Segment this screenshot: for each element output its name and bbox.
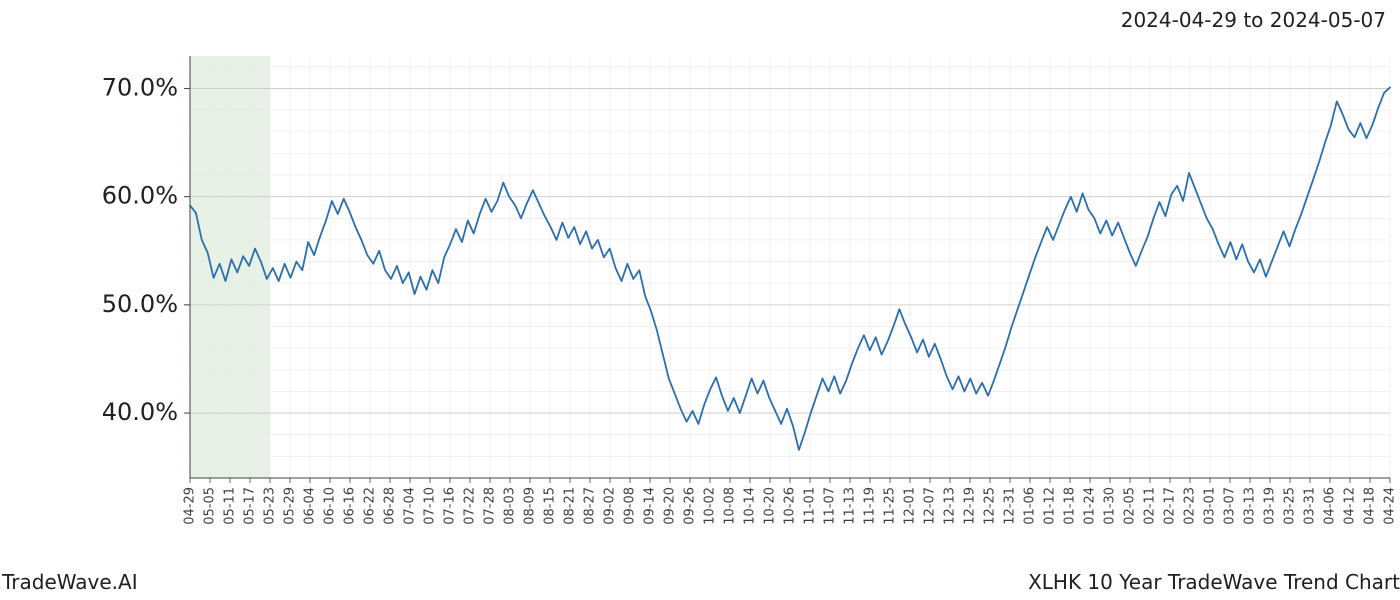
x-tick-label: 04-06 <box>1323 487 1338 525</box>
y-tick-label: 50.0% <box>102 290 178 318</box>
x-tick-label: 12-19 <box>963 487 978 525</box>
chart-container: 2024-04-29 to 2024-05-07 40.0% 50.0% 60.0%… <box>0 0 1400 600</box>
x-tick-label: 10-02 <box>703 487 718 525</box>
x-tick-label: 03-13 <box>1243 487 1258 525</box>
x-tick-label: 09-14 <box>643 487 658 525</box>
x-tick-label: 10-08 <box>723 487 738 525</box>
x-tick-label: 06-04 <box>303 487 318 525</box>
x-tick-label: 12-01 <box>903 487 918 525</box>
x-tick-label: 08-15 <box>543 487 558 525</box>
x-tick-label: 11-25 <box>883 487 898 525</box>
x-tick-label: 05-17 <box>243 487 258 525</box>
x-tick-label: 01-18 <box>1063 487 1078 525</box>
x-tick-label: 11-19 <box>863 487 878 525</box>
x-tick-label: 07-10 <box>423 487 438 525</box>
x-tick-label: 03-07 <box>1223 487 1238 525</box>
x-tick-label: 12-31 <box>1003 487 1018 525</box>
x-tick-label: 04-29 <box>183 487 198 525</box>
x-tick-label: 08-03 <box>503 487 518 525</box>
x-tick-label: 09-26 <box>683 487 698 525</box>
x-tick-label: 07-16 <box>443 487 458 525</box>
x-tick-label: 03-25 <box>1283 487 1298 525</box>
x-tick-label: 09-08 <box>623 487 638 525</box>
y-tick-label: 40.0% <box>102 398 178 426</box>
x-tick-label: 07-28 <box>483 487 498 525</box>
x-tick-label: 10-26 <box>783 487 798 525</box>
x-tick-label: 02-17 <box>1163 487 1178 525</box>
x-tick-label: 01-06 <box>1023 487 1038 525</box>
x-tick-label: 06-16 <box>343 487 358 525</box>
y-tick-label: 60.0% <box>102 182 178 210</box>
x-tick-label: 07-04 <box>403 487 418 525</box>
x-tick-label: 02-11 <box>1143 487 1158 525</box>
x-tick-label: 09-20 <box>663 487 678 525</box>
x-tick-label: 08-27 <box>583 487 598 525</box>
x-tick-label: 12-13 <box>943 487 958 525</box>
x-tick-label: 05-29 <box>283 487 298 525</box>
x-tick-label: 05-05 <box>203 487 218 525</box>
x-tick-label: 01-12 <box>1043 487 1058 525</box>
x-tick-label: 03-01 <box>1203 487 1218 525</box>
x-tick-label: 11-13 <box>843 487 858 525</box>
x-tick-label: 08-09 <box>523 487 538 525</box>
x-tick-label: 04-12 <box>1343 487 1358 525</box>
x-tick-label: 06-10 <box>323 487 338 525</box>
footer-brand: TradeWave.AI <box>2 570 138 594</box>
footer-title: XLHK 10 Year TradeWave Trend Chart <box>1028 570 1400 594</box>
x-tick-label: 08-21 <box>563 487 578 525</box>
x-tick-label: 01-30 <box>1103 487 1118 525</box>
x-tick-label: 12-25 <box>983 487 998 525</box>
x-tick-label: 03-19 <box>1263 487 1278 525</box>
x-tick-label: 02-05 <box>1123 487 1138 525</box>
x-tick-label: 06-22 <box>363 487 378 525</box>
x-tick-label: 10-14 <box>743 487 758 525</box>
line-chart-svg: 40.0% 50.0% 60.0% 70.0% 04-29 05-05 05-11 05-17… <box>0 48 1400 543</box>
y-tick-label: 70.0% <box>102 73 178 101</box>
x-tick-label: 01-24 <box>1083 487 1098 525</box>
x-tick-label: 04-18 <box>1363 487 1378 525</box>
date-range-label: 2024-04-29 to 2024-05-07 <box>1121 8 1386 32</box>
chart-area: 40.0% 50.0% 60.0% 70.0% 04-29 05-05 05-11 05-17… <box>0 48 1400 543</box>
x-tick-label: 11-07 <box>823 487 838 525</box>
x-tick-label: 04-24 <box>1383 487 1398 525</box>
x-tick-label: 05-11 <box>223 487 238 525</box>
x-tick-label: 12-07 <box>923 487 938 525</box>
x-tick-label: 03-31 <box>1303 487 1318 525</box>
x-tick-label: 07-22 <box>463 487 478 525</box>
x-tick-label: 02-23 <box>1183 487 1198 525</box>
x-tick-label: 06-28 <box>383 487 398 525</box>
x-tick-label: 05-23 <box>263 487 278 525</box>
x-tick-label: 11-01 <box>803 487 818 525</box>
x-tick-label: 10-20 <box>763 487 778 525</box>
x-tick-label: 09-02 <box>603 487 618 525</box>
